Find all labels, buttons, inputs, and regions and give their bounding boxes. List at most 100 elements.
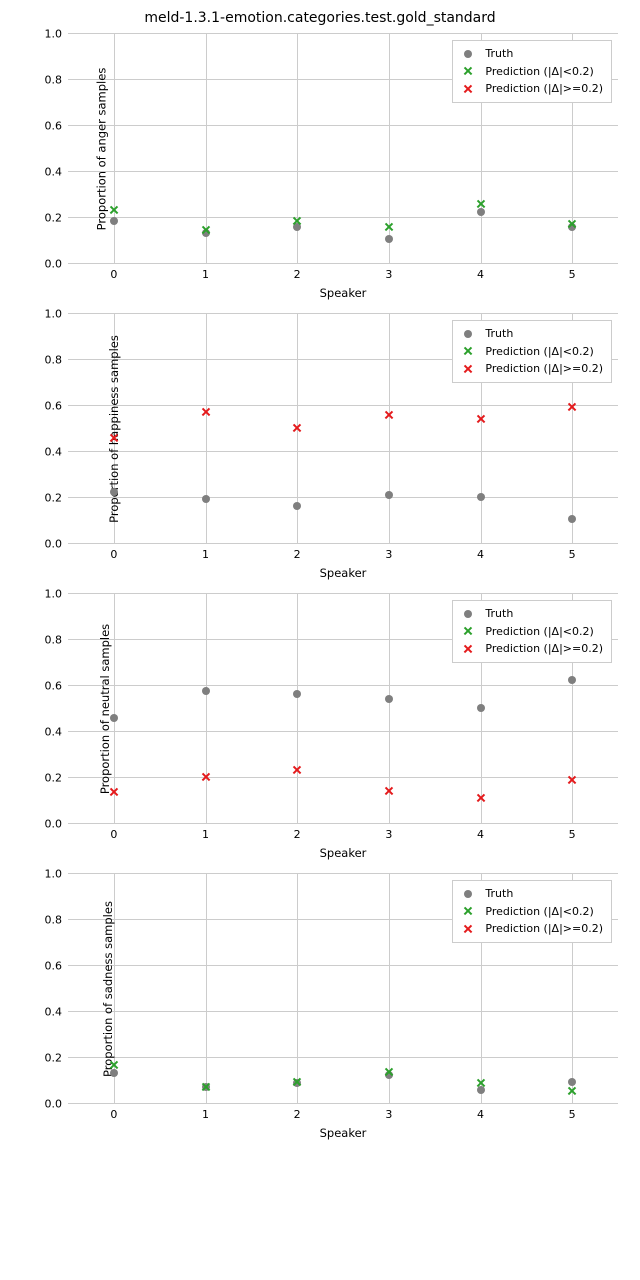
gridline-h xyxy=(68,593,618,594)
prediction-close-point xyxy=(384,222,394,232)
x-axis-label: Speaker xyxy=(320,846,367,860)
truth-point xyxy=(477,704,485,712)
x-axis-label: Speaker xyxy=(320,566,367,580)
truth-point xyxy=(385,695,393,703)
gridline-h xyxy=(68,125,618,126)
legend-item: Prediction (|Δ|>=0.2) xyxy=(459,640,603,658)
legend-label: Prediction (|Δ|>=0.2) xyxy=(485,360,603,378)
gridline-v xyxy=(114,34,115,264)
legend-label: Truth xyxy=(485,45,513,63)
legend-item: Prediction (|Δ|>=0.2) xyxy=(459,80,603,98)
plot-area: 0.00.20.40.60.81.0012345Proportion of an… xyxy=(68,34,618,264)
xtick-label: 0 xyxy=(110,548,117,561)
ytick-label: 0.4 xyxy=(45,166,63,179)
ytick-label: 0.6 xyxy=(45,400,63,413)
prediction-close-point xyxy=(476,1078,486,1088)
legend-label: Prediction (|Δ|<0.2) xyxy=(485,623,593,641)
circle-icon xyxy=(459,890,477,898)
plot-area: 0.00.20.40.60.81.0012345Proportion of sa… xyxy=(68,874,618,1104)
prediction-close-point xyxy=(201,1082,211,1092)
x-icon xyxy=(459,626,477,636)
ytick-label: 0.8 xyxy=(45,354,63,367)
prediction-close-point xyxy=(384,1067,394,1077)
ytick-label: 0.2 xyxy=(45,1052,63,1065)
prediction-close-point xyxy=(567,219,577,229)
legend-label: Prediction (|Δ|>=0.2) xyxy=(485,640,603,658)
gridline-v xyxy=(206,314,207,544)
circle-icon xyxy=(459,610,477,618)
legend-item: Prediction (|Δ|<0.2) xyxy=(459,623,603,641)
legend-item: Truth xyxy=(459,885,603,903)
legend-label: Truth xyxy=(485,325,513,343)
ytick-label: 1.0 xyxy=(45,28,63,41)
truth-point xyxy=(110,488,118,496)
legend-item: Truth xyxy=(459,605,603,623)
truth-point xyxy=(477,208,485,216)
prediction-close-point xyxy=(109,205,119,215)
xtick-label: 0 xyxy=(110,828,117,841)
gridline-v xyxy=(297,874,298,1104)
prediction-far-point xyxy=(109,787,119,797)
xtick-label: 4 xyxy=(477,268,484,281)
ytick-label: 0.4 xyxy=(45,1006,63,1019)
prediction-far-point xyxy=(292,765,302,775)
chart-panel: 0.00.20.40.60.81.0012345Proportion of ne… xyxy=(12,594,628,824)
legend-label: Prediction (|Δ|>=0.2) xyxy=(485,920,603,938)
xtick-label: 1 xyxy=(202,548,209,561)
gridline-h xyxy=(68,497,618,498)
prediction-far-point xyxy=(201,407,211,417)
truth-point xyxy=(110,1069,118,1077)
ytick-label: 1.0 xyxy=(45,308,63,321)
legend-item: Truth xyxy=(459,325,603,343)
gridline-h xyxy=(68,313,618,314)
prediction-close-point xyxy=(476,199,486,209)
gridline-v xyxy=(206,594,207,824)
truth-point xyxy=(568,515,576,523)
gridline-h xyxy=(68,777,618,778)
gridline-h xyxy=(68,33,618,34)
truth-point xyxy=(202,687,210,695)
legend: TruthPrediction (|Δ|<0.2)Prediction (|Δ|… xyxy=(452,880,612,943)
chart-panel: 0.00.20.40.60.81.0012345Proportion of sa… xyxy=(12,874,628,1104)
gridline-h xyxy=(68,965,618,966)
ytick-label: 0.6 xyxy=(45,960,63,973)
circle-icon xyxy=(459,330,477,338)
figure-title: meld-1.3.1-emotion.categories.test.gold_… xyxy=(12,10,628,26)
gridline-h xyxy=(68,451,618,452)
panels-container: 0.00.20.40.60.81.0012345Proportion of an… xyxy=(12,34,628,1104)
xtick-label: 2 xyxy=(294,548,301,561)
gridline-h xyxy=(68,543,618,544)
xtick-label: 5 xyxy=(569,1108,576,1121)
legend-label: Prediction (|Δ|>=0.2) xyxy=(485,80,603,98)
x-icon xyxy=(459,924,477,934)
prediction-close-point xyxy=(292,216,302,226)
ytick-label: 0.0 xyxy=(45,538,63,551)
truth-point xyxy=(293,502,301,510)
xtick-label: 2 xyxy=(294,268,301,281)
y-axis-label: Proportion of anger samples xyxy=(94,68,108,231)
xtick-label: 3 xyxy=(385,548,392,561)
ytick-label: 0.0 xyxy=(45,258,63,271)
legend-label: Truth xyxy=(485,885,513,903)
gridline-v xyxy=(389,314,390,544)
ytick-label: 0.4 xyxy=(45,726,63,739)
prediction-far-point xyxy=(384,786,394,796)
truth-point xyxy=(385,235,393,243)
ytick-label: 0.2 xyxy=(45,772,63,785)
legend-label: Truth xyxy=(485,605,513,623)
legend-label: Prediction (|Δ|<0.2) xyxy=(485,343,593,361)
ytick-label: 0.8 xyxy=(45,914,63,927)
prediction-far-point xyxy=(201,772,211,782)
ytick-label: 0.2 xyxy=(45,212,63,225)
ytick-label: 0.6 xyxy=(45,680,63,693)
truth-point xyxy=(385,491,393,499)
gridline-h xyxy=(68,263,618,264)
xtick-label: 1 xyxy=(202,828,209,841)
legend-item: Truth xyxy=(459,45,603,63)
ytick-label: 0.6 xyxy=(45,120,63,133)
gridline-h xyxy=(68,685,618,686)
ytick-label: 1.0 xyxy=(45,588,63,601)
truth-point xyxy=(568,1078,576,1086)
y-axis-label: Proportion of sadness samples xyxy=(101,901,115,1077)
legend: TruthPrediction (|Δ|<0.2)Prediction (|Δ|… xyxy=(452,600,612,663)
